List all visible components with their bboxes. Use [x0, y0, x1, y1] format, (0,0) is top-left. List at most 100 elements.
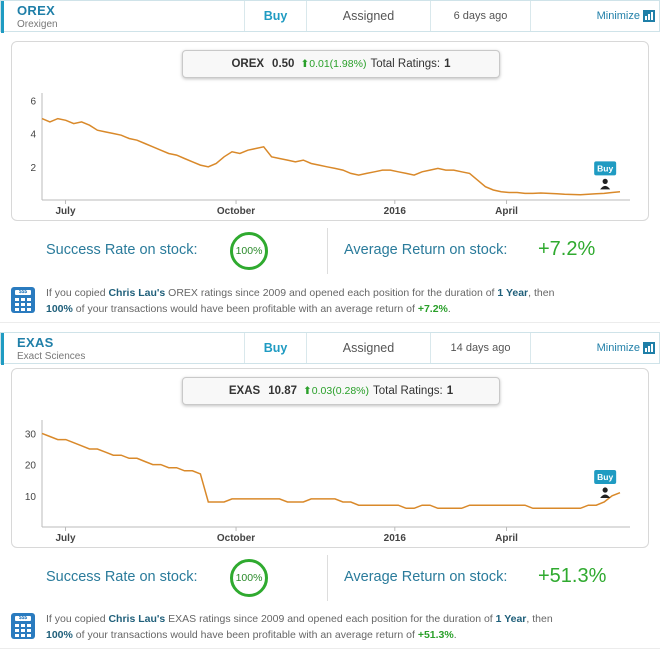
y-tick-label: 20 — [25, 461, 37, 472]
x-tick-label: July — [56, 206, 76, 217]
profitable-percent: 100% — [46, 302, 73, 315]
analyst-icon-head — [602, 178, 608, 184]
price-chart: 30 20 10 July October 2016 April Buy — [25, 420, 630, 544]
analyst-icon-head — [602, 487, 608, 493]
x-tick-label: July — [56, 533, 76, 544]
buy-marker-label: Buy — [597, 163, 613, 173]
x-tick-label: October — [217, 206, 255, 217]
success-rate-value: 100% — [235, 572, 263, 584]
minimize-button[interactable]: Minimize — [531, 1, 659, 31]
price-line — [41, 117, 621, 196]
ticker-symbol[interactable]: OREX — [17, 3, 56, 18]
summary-row: $$$ If you copied Chris Lau's EXAS ratin… — [0, 609, 660, 649]
price-chart: 6 4 2 July October 2016 April Buy — [30, 93, 630, 217]
total-ratings-label: Total Ratings: — [370, 58, 441, 70]
ticker-symbol[interactable]: EXAS — [17, 335, 54, 350]
summary-return: +7.2% — [417, 302, 448, 315]
rating-label: Buy — [245, 1, 307, 31]
x-tick-label: October — [217, 533, 255, 544]
summary-part: If you copied — [46, 287, 109, 299]
analyst-icon-body — [600, 494, 611, 499]
calculator-icon: $$$ — [11, 613, 35, 639]
summary-part: of your transactions would have been pro… — [72, 628, 418, 641]
price-symbol: EXAS — [228, 385, 261, 397]
price-summary-box: OREX 0.50 ⬆0.01(1.98%) Total Ratings: 1 — [182, 50, 500, 78]
summary-part: of your transactions would have been pro… — [72, 302, 418, 315]
y-tick-label: 10 — [25, 492, 37, 503]
status-label: Assigned — [307, 333, 431, 363]
stats-divider — [327, 228, 328, 274]
average-return-value: +7.2% — [538, 238, 596, 260]
profitable-percent: 100% — [46, 628, 73, 641]
stats-row: Success Rate on stock: 100% Average Retu… — [0, 228, 660, 274]
price-summary-box: EXAS 10.87 ⬆0.03(0.28%) Total Ratings: 1 — [182, 377, 500, 405]
company-name: Exact Sciences — [17, 351, 86, 362]
summary-part: If you copied — [46, 613, 109, 625]
x-tick-label: 2016 — [384, 533, 407, 544]
x-tick-label: 2016 — [384, 206, 407, 217]
date-label: 6 days ago — [431, 1, 531, 31]
total-ratings-value: 1 — [444, 58, 451, 70]
summary-part: , then — [526, 613, 553, 625]
stats-divider — [327, 555, 328, 601]
price-change: ⬆0.01(1.98%) — [300, 58, 367, 70]
ticker-cell[interactable]: OREX Orexigen — [1, 1, 245, 31]
y-tick-label: 6 — [30, 96, 36, 107]
success-rate-label: Success Rate on stock: — [46, 242, 198, 258]
bar-chart-icon — [643, 10, 655, 22]
analyst-name: Chris Lau's — [108, 613, 166, 625]
summary-text: If you copied Chris Lau's EXAS ratings s… — [46, 612, 646, 643]
minimize-button[interactable]: Minimize — [531, 333, 659, 363]
minimize-label: Minimize — [596, 342, 640, 354]
price-chart-panel: EXAS 10.87 ⬆0.03(0.28%) Total Ratings: 1… — [11, 368, 649, 548]
header-accent — [1, 1, 4, 33]
buy-marker-label: Buy — [597, 472, 613, 482]
success-rate-circle: 100% — [230, 559, 268, 597]
date-label: 14 days ago — [431, 333, 531, 363]
summary-return: +51.3% — [417, 628, 454, 641]
header-accent — [1, 333, 4, 365]
stats-row: Success Rate on stock: 100% Average Retu… — [0, 555, 660, 601]
success-rate-label: Success Rate on stock: — [46, 569, 198, 585]
card-header: OREX Orexigen Buy Assigned 6 days ago Mi… — [0, 0, 660, 33]
success-rate-circle: 100% — [230, 232, 268, 270]
price-chart-panel: OREX 0.50 ⬆0.01(1.98%) Total Ratings: 1 … — [11, 41, 649, 221]
price-change: ⬆0.03(0.28%) — [303, 385, 369, 397]
status-label: Assigned — [307, 1, 431, 31]
summary-part: . — [447, 302, 451, 315]
summary-part: EXAS ratings since 2009 and opened each … — [165, 613, 496, 625]
price-value: 10.87 — [268, 385, 297, 397]
price-value: 0.50 — [272, 58, 295, 70]
total-ratings-value: 1 — [446, 385, 454, 397]
y-tick-label: 2 — [30, 163, 36, 174]
summary-text: If you copied Chris Lau's OREX ratings s… — [46, 286, 646, 317]
ticker-cell[interactable]: EXAS Exact Sciences — [1, 333, 245, 363]
price-symbol: OREX — [231, 58, 265, 70]
price-line — [41, 432, 621, 510]
average-return-label: Average Return on stock: — [344, 569, 508, 585]
success-rate-value: 100% — [235, 245, 263, 257]
summary-part: , then — [528, 287, 555, 299]
summary-part: . — [453, 628, 457, 641]
y-tick-label: 30 — [25, 429, 37, 440]
average-return-label: Average Return on stock: — [344, 242, 508, 258]
summary-row: $$$ If you copied Chris Lau's OREX ratin… — [0, 283, 660, 323]
calculator-icon: $$$ — [11, 287, 35, 313]
company-name: Orexigen — [17, 19, 58, 30]
duration-value: 1 Year — [497, 287, 529, 299]
stock-card-orex: OREX Orexigen Buy Assigned 6 days ago Mi… — [0, 0, 660, 323]
x-tick-label: April — [495, 533, 518, 544]
rating-label: Buy — [245, 333, 307, 363]
duration-value: 1 Year — [495, 613, 527, 625]
x-tick-label: April — [495, 206, 518, 217]
summary-part: OREX ratings since 2009 and opened each … — [165, 287, 498, 299]
bar-chart-icon — [643, 342, 655, 354]
analyst-icon-body — [600, 185, 611, 190]
minimize-label: Minimize — [596, 10, 640, 22]
stock-card-exas: EXAS Exact Sciences Buy Assigned 14 days… — [0, 332, 660, 649]
buy-marker-box — [594, 470, 617, 485]
total-ratings-label: Total Ratings: — [373, 385, 443, 397]
card-header: EXAS Exact Sciences Buy Assigned 14 days… — [0, 332, 660, 365]
analyst-name: Chris Lau's — [108, 287, 166, 299]
average-return-value: +51.3% — [538, 565, 607, 587]
